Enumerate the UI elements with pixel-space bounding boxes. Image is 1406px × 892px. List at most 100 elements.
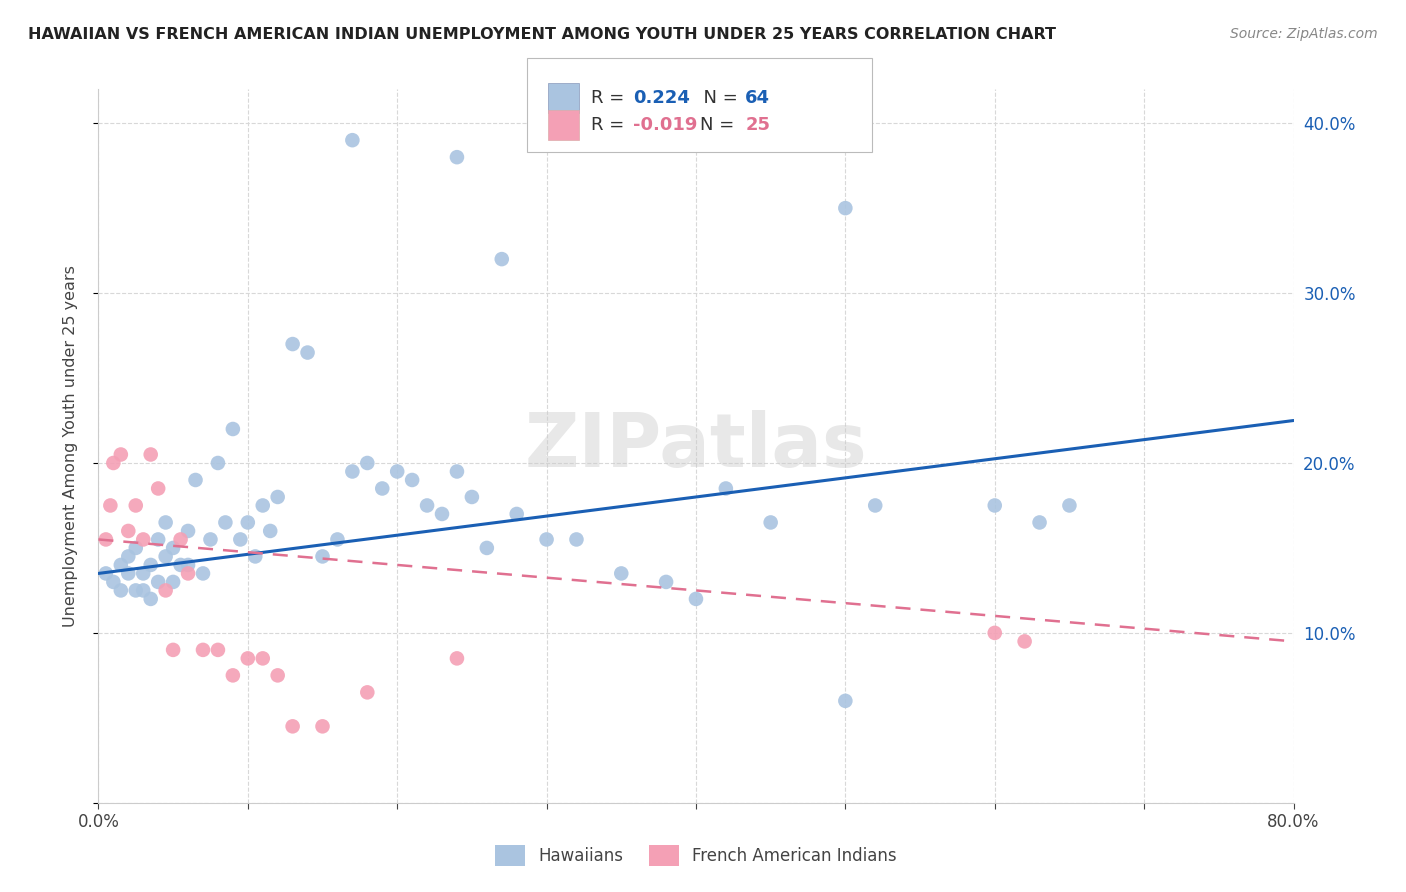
Point <box>311 719 333 733</box>
Point <box>446 465 468 479</box>
Point <box>1028 516 1050 530</box>
Point <box>125 583 148 598</box>
Point <box>139 448 162 462</box>
Point <box>184 473 207 487</box>
Text: R =: R = <box>591 89 630 107</box>
Point <box>371 482 394 496</box>
Point <box>94 533 117 547</box>
Text: R =: R = <box>591 116 630 134</box>
Point <box>267 490 290 504</box>
Legend: Hawaiians, French American Indians: Hawaiians, French American Indians <box>489 838 903 873</box>
Point <box>475 541 498 555</box>
Point <box>229 533 252 547</box>
Point <box>281 337 304 351</box>
Point <box>984 626 1007 640</box>
Point <box>610 566 633 581</box>
Point <box>536 533 558 547</box>
Point <box>117 566 139 581</box>
Point <box>100 499 122 513</box>
Point <box>191 566 214 581</box>
Point <box>326 533 349 547</box>
Point <box>430 507 453 521</box>
Point <box>416 499 439 513</box>
Point <box>401 473 423 487</box>
Point <box>132 583 155 598</box>
Point <box>461 490 484 504</box>
Point <box>169 533 191 547</box>
Point <box>222 422 245 436</box>
Point <box>191 643 214 657</box>
Point <box>139 591 162 606</box>
Point <box>685 591 707 606</box>
Point <box>714 482 737 496</box>
Point <box>132 566 155 581</box>
Point <box>834 201 856 215</box>
Point <box>117 549 139 564</box>
Point <box>155 583 177 598</box>
Point <box>148 574 170 589</box>
Point <box>177 566 200 581</box>
Point <box>110 558 132 572</box>
Point <box>162 541 184 555</box>
Point <box>110 448 132 462</box>
Y-axis label: Unemployment Among Youth under 25 years: Unemployment Among Youth under 25 years <box>63 265 77 627</box>
Point <box>865 499 887 513</box>
Point <box>103 456 125 470</box>
Point <box>252 499 274 513</box>
Point <box>162 574 184 589</box>
Point <box>214 516 236 530</box>
Point <box>259 524 281 538</box>
Text: -0.019: -0.019 <box>633 116 697 134</box>
Point <box>177 558 200 572</box>
Point <box>207 456 229 470</box>
Point <box>281 719 304 733</box>
Point <box>356 685 378 699</box>
Point <box>311 549 333 564</box>
Text: 25: 25 <box>745 116 770 134</box>
Point <box>169 558 191 572</box>
Point <box>655 574 678 589</box>
Text: N =: N = <box>692 89 744 107</box>
Point <box>984 499 1007 513</box>
Point <box>446 651 468 665</box>
Point <box>236 651 259 665</box>
Point <box>1014 634 1036 648</box>
Point <box>155 516 177 530</box>
Point <box>110 583 132 598</box>
Point <box>200 533 222 547</box>
Point <box>1059 499 1081 513</box>
Point <box>385 465 409 479</box>
Point <box>759 516 782 530</box>
Point <box>139 558 162 572</box>
Text: 0.224: 0.224 <box>633 89 689 107</box>
Point <box>125 541 148 555</box>
Point <box>162 643 184 657</box>
Text: ZIPatlas: ZIPatlas <box>524 409 868 483</box>
Text: Source: ZipAtlas.com: Source: ZipAtlas.com <box>1230 27 1378 41</box>
Text: N =: N = <box>700 116 740 134</box>
Point <box>342 133 364 147</box>
Text: HAWAIIAN VS FRENCH AMERICAN INDIAN UNEMPLOYMENT AMONG YOUTH UNDER 25 YEARS CORRE: HAWAIIAN VS FRENCH AMERICAN INDIAN UNEMP… <box>28 27 1056 42</box>
Point <box>342 465 364 479</box>
Point <box>125 499 148 513</box>
Point <box>103 574 125 589</box>
Point <box>565 533 588 547</box>
Point <box>148 533 170 547</box>
Point <box>491 252 513 266</box>
Text: 64: 64 <box>745 89 770 107</box>
Point <box>132 533 155 547</box>
Point <box>148 482 170 496</box>
Point <box>177 524 200 538</box>
Point <box>252 651 274 665</box>
Point <box>155 549 177 564</box>
Point <box>446 150 468 164</box>
Point <box>506 507 529 521</box>
Point <box>236 516 259 530</box>
Point <box>222 668 245 682</box>
Point <box>834 694 856 708</box>
Point <box>267 668 290 682</box>
Point <box>245 549 267 564</box>
Point <box>117 524 139 538</box>
Point <box>207 643 229 657</box>
Point <box>297 345 319 359</box>
